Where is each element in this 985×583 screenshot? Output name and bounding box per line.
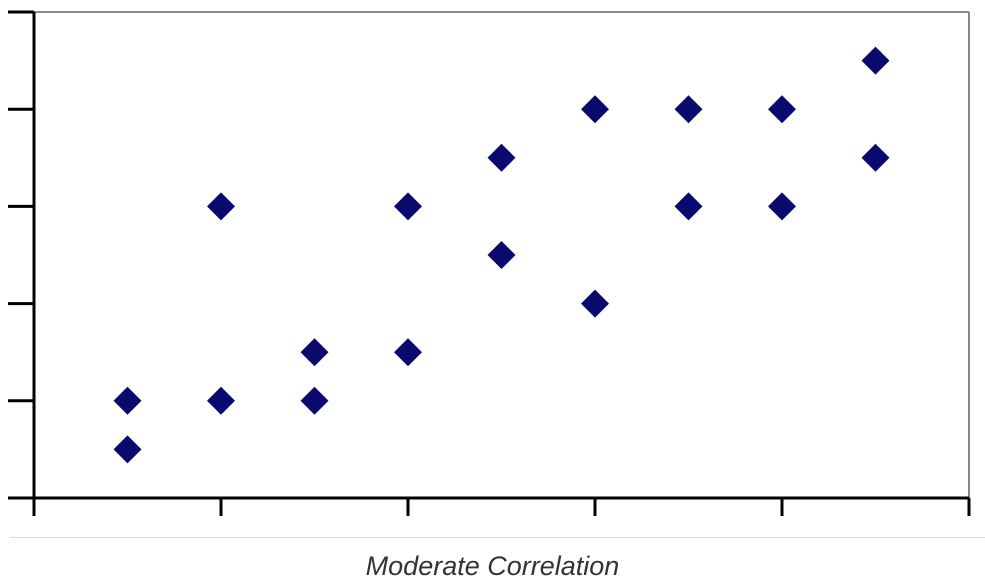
data-point bbox=[768, 192, 796, 221]
axes bbox=[8, 10, 971, 516]
data-point bbox=[487, 143, 516, 172]
data-point bbox=[207, 192, 235, 221]
data-point bbox=[487, 241, 516, 269]
data-point bbox=[768, 95, 796, 124]
chart-caption: Moderate Correlation bbox=[365, 551, 620, 581]
data-point bbox=[581, 95, 609, 124]
caption-divider bbox=[10, 537, 985, 538]
data-point bbox=[674, 95, 703, 124]
data-point bbox=[861, 46, 890, 75]
data-point bbox=[674, 192, 703, 221]
data-point bbox=[207, 386, 235, 415]
data-point bbox=[861, 143, 890, 172]
data-point bbox=[394, 192, 422, 221]
data-point bbox=[300, 338, 329, 367]
data-point bbox=[394, 338, 422, 367]
data-point bbox=[113, 386, 142, 415]
data-point bbox=[581, 289, 609, 318]
data-point bbox=[113, 435, 142, 464]
scatter-chart bbox=[8, 10, 971, 516]
data-points bbox=[113, 46, 890, 464]
data-point bbox=[300, 386, 329, 415]
